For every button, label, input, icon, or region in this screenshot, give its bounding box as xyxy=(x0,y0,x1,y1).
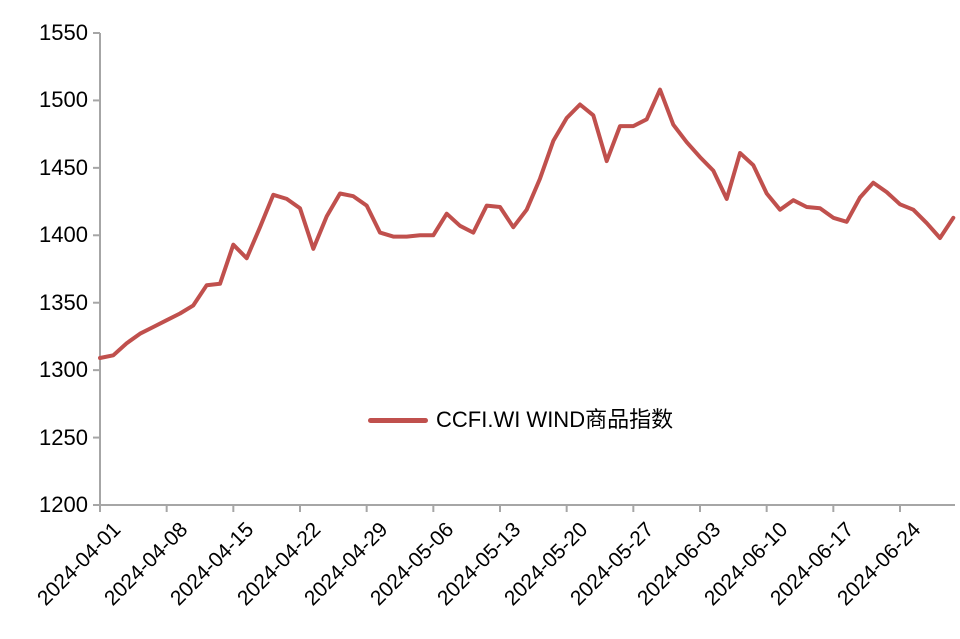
y-tick-label: 1200 xyxy=(39,492,88,517)
y-tick-label: 1400 xyxy=(39,222,88,248)
legend-label: CCFI.WI WIND商品指数 xyxy=(436,407,674,432)
y-tick-label: 1300 xyxy=(39,357,88,383)
y-tick-label: 1250 xyxy=(39,424,88,450)
legend: CCFI.WI WIND商品指数 xyxy=(368,407,673,433)
legend-line-swatch xyxy=(368,417,428,423)
y-tick-label: 1500 xyxy=(39,87,88,113)
y-tick-label: 1550 xyxy=(39,20,88,45)
y-tick-label: 1450 xyxy=(39,154,88,180)
series-polyline xyxy=(98,87,956,360)
y-tick-label: 1350 xyxy=(39,289,88,315)
